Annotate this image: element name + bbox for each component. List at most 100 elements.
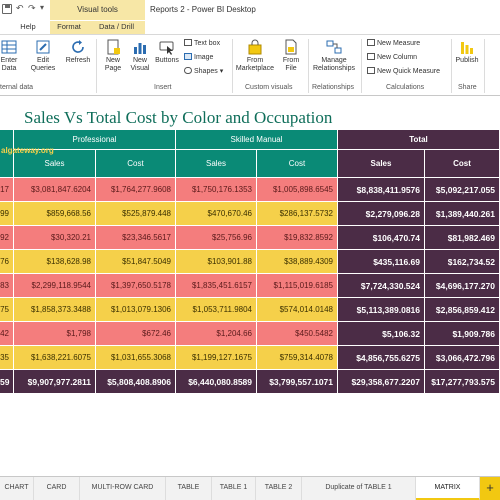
column-group-header[interactable]: Professional: [14, 130, 176, 150]
image-button[interactable]: Image: [184, 53, 213, 63]
matrix-cell[interactable]: $5,106.32: [338, 322, 425, 346]
total-cell[interactable]: $17,277,793.575: [425, 370, 500, 394]
matrix-cell[interactable]: $106,470.74: [338, 226, 425, 250]
matrix-cell[interactable]: $1,764,277.9608: [96, 178, 176, 202]
row-header[interactable]: 17: [0, 178, 14, 202]
row-header[interactable]: 83: [0, 274, 14, 298]
add-page-button[interactable]: +: [480, 477, 500, 500]
total-cell[interactable]: $9,907,977.2811: [14, 370, 96, 394]
total-cell[interactable]: $6,440,080.8589: [176, 370, 257, 394]
column-group-header[interactable]: Total: [338, 130, 500, 150]
matrix-cell[interactable]: $103,901.88: [176, 250, 257, 274]
new-page-button[interactable]: New Page: [100, 39, 126, 73]
column-group-header[interactable]: Skilled Manual: [176, 130, 338, 150]
page-tab[interactable]: TABLE: [166, 477, 212, 500]
column-header[interactable]: Cost: [96, 150, 176, 178]
enter-data-button[interactable]: Enter Data: [0, 39, 20, 73]
matrix-cell[interactable]: $7,724,330.524: [338, 274, 425, 298]
matrix-cell[interactable]: $5,092,217.055: [425, 178, 500, 202]
matrix-cell[interactable]: $759,314.4078: [257, 346, 338, 370]
tab-format[interactable]: Format: [50, 21, 88, 34]
page-tab[interactable]: MATRIX: [416, 477, 480, 500]
matrix-cell[interactable]: $8,838,411.9576: [338, 178, 425, 202]
column-header[interactable]: Sales: [338, 150, 425, 178]
matrix-cell[interactable]: $525,879.448: [96, 202, 176, 226]
matrix-cell[interactable]: $1,053,711.9804: [176, 298, 257, 322]
matrix-cell[interactable]: $19,832.8592: [257, 226, 338, 250]
row-header[interactable]: 75: [0, 298, 14, 322]
page-tab[interactable]: TABLE 2: [256, 477, 302, 500]
edit-queries-button[interactable]: Edit Queries: [26, 39, 60, 73]
matrix-cell[interactable]: $1,389,440.261: [425, 202, 500, 226]
row-header[interactable]: 92: [0, 226, 14, 250]
publish-button[interactable]: Publish: [453, 39, 481, 65]
matrix-cell[interactable]: $1,397,650.5178: [96, 274, 176, 298]
matrix-cell[interactable]: $5,113,389.0816: [338, 298, 425, 322]
matrix-cell[interactable]: $1,909.786: [425, 322, 500, 346]
page-tab[interactable]: CARD: [34, 477, 80, 500]
matrix-cell[interactable]: $1,798: [14, 322, 96, 346]
matrix-cell[interactable]: $1,204.66: [176, 322, 257, 346]
matrix-cell[interactable]: $4,696,177.270: [425, 274, 500, 298]
matrix-cell[interactable]: $162,734.52: [425, 250, 500, 274]
column-header[interactable]: Cost: [425, 150, 500, 178]
manage-relationships-button[interactable]: Manage Relationships: [310, 39, 358, 73]
new-measure-button[interactable]: New Measure: [367, 39, 420, 49]
page-tab[interactable]: MULTI-ROW CARD: [80, 477, 166, 500]
tab-help[interactable]: Help: [20, 22, 36, 31]
matrix-cell[interactable]: $3,081,847.6204: [14, 178, 96, 202]
quick-access-dropdown-icon[interactable]: ▾: [40, 3, 45, 12]
row-header[interactable]: 99: [0, 202, 14, 226]
text-box-button[interactable]: Text box: [184, 39, 220, 49]
from-marketplace-button[interactable]: From Marketplace: [234, 39, 276, 73]
matrix-cell[interactable]: $1,031,655.3068: [96, 346, 176, 370]
matrix-cell[interactable]: $51,847.5049: [96, 250, 176, 274]
matrix-cell[interactable]: $1,005,898.6545: [257, 178, 338, 202]
column-header[interactable]: Sales: [176, 150, 257, 178]
matrix-cell[interactable]: $672.46: [96, 322, 176, 346]
refresh-button[interactable]: Refresh: [64, 39, 92, 65]
matrix-visual[interactable]: Professional Skilled Manual Total Sales Cost…: [0, 130, 500, 429]
row-header[interactable]: 42: [0, 322, 14, 346]
page-tab[interactable]: TABLE 1: [212, 477, 256, 500]
total-cell[interactable]: $5,808,408.8906: [96, 370, 176, 394]
row-header[interactable]: 76: [0, 250, 14, 274]
matrix-cell[interactable]: $1,013,079.1306: [96, 298, 176, 322]
matrix-cell[interactable]: $859,668.56: [14, 202, 96, 226]
new-quick-measure-button[interactable]: New Quick Measure: [367, 67, 440, 77]
matrix-cell[interactable]: $1,199,127.1675: [176, 346, 257, 370]
new-column-button[interactable]: New Column: [367, 53, 417, 63]
matrix-cell[interactable]: $1,750,176.1353: [176, 178, 257, 202]
matrix-cell[interactable]: $81,982.469: [425, 226, 500, 250]
matrix-cell[interactable]: $574,014.0148: [257, 298, 338, 322]
matrix-cell[interactable]: $2,856,859.412: [425, 298, 500, 322]
matrix-cell[interactable]: $30,320.21: [14, 226, 96, 250]
matrix-cell[interactable]: $1,638,221.6075: [14, 346, 96, 370]
matrix-cell[interactable]: $470,670.46: [176, 202, 257, 226]
matrix-cell[interactable]: $25,756.96: [176, 226, 257, 250]
matrix-cell[interactable]: $1,835,451.6157: [176, 274, 257, 298]
from-file-button[interactable]: From File: [278, 39, 304, 73]
matrix-cell[interactable]: $450.5482: [257, 322, 338, 346]
column-header[interactable]: Cost: [257, 150, 338, 178]
row-header[interactable]: 35: [0, 346, 14, 370]
matrix-cell[interactable]: $38,889.4309: [257, 250, 338, 274]
column-header[interactable]: Sales: [14, 150, 96, 178]
matrix-cell[interactable]: $286,137.5732: [257, 202, 338, 226]
page-tab[interactable]: CHART: [0, 477, 34, 500]
matrix-cell[interactable]: $1,858,373.3488: [14, 298, 96, 322]
total-cell[interactable]: $3,799,557.1071: [257, 370, 338, 394]
matrix-cell[interactable]: $435,116.69: [338, 250, 425, 274]
matrix-cell[interactable]: $138,628.98: [14, 250, 96, 274]
new-visual-button[interactable]: New Visual: [128, 39, 152, 73]
buttons-button[interactable]: Buttons: [153, 39, 181, 65]
tab-data-drill[interactable]: Data / Drill: [88, 21, 145, 34]
matrix-cell[interactable]: $2,299,118.9544: [14, 274, 96, 298]
page-tab[interactable]: Duplicate of TABLE 1: [302, 477, 416, 500]
redo-icon[interactable]: ↷: [28, 3, 36, 13]
total-cell[interactable]: $29,358,677.2207: [338, 370, 425, 394]
matrix-cell[interactable]: $1,115,019.6185: [257, 274, 338, 298]
shapes-button[interactable]: Shapes ▾: [184, 67, 223, 77]
matrix-cell[interactable]: $3,066,472.796: [425, 346, 500, 370]
matrix-cell[interactable]: $2,279,096.28: [338, 202, 425, 226]
